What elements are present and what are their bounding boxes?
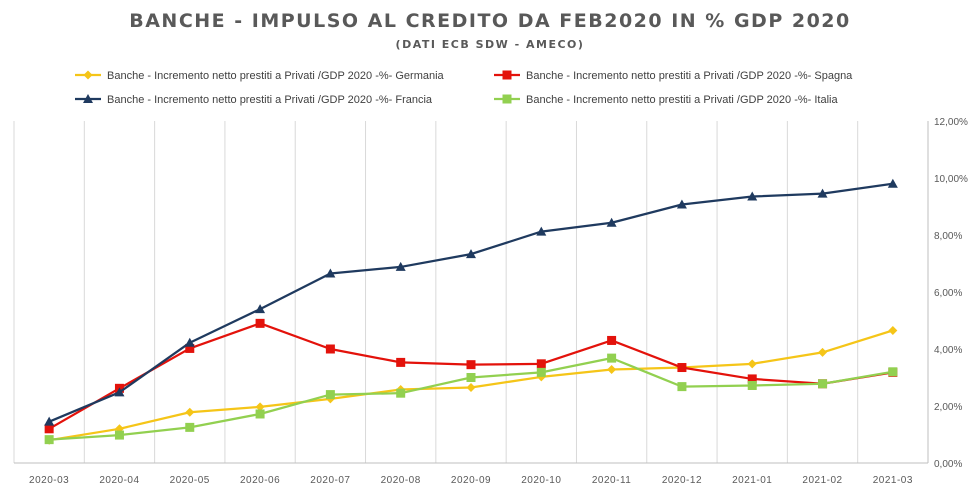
legend-label: Banche - Incremento netto prestiti a Pri… xyxy=(107,70,445,82)
data-point xyxy=(255,409,265,419)
data-point xyxy=(325,390,335,400)
data-point xyxy=(887,178,898,188)
legend-marker xyxy=(83,94,93,103)
data-point xyxy=(676,199,687,209)
data-point xyxy=(817,188,828,198)
data-point xyxy=(607,365,617,375)
y-tick-label: 6,00% xyxy=(934,288,962,299)
y-tick-label: 2,00% xyxy=(934,402,962,413)
series-3 xyxy=(44,353,898,445)
data-point xyxy=(677,363,687,373)
data-point xyxy=(747,359,757,369)
x-tick-label: 2020-10 xyxy=(521,475,561,486)
data-point xyxy=(114,387,125,397)
data-point xyxy=(607,335,617,345)
x-tick-label: 2020-11 xyxy=(592,475,631,486)
data-point xyxy=(396,357,406,367)
data-point xyxy=(395,261,406,271)
legend-marker xyxy=(502,70,512,80)
data-point xyxy=(677,382,687,392)
data-point xyxy=(747,374,757,384)
data-point xyxy=(536,226,547,236)
y-tick-label: 12,00% xyxy=(934,117,968,128)
data-point xyxy=(325,344,335,354)
data-point xyxy=(606,217,617,227)
x-tick-label: 2020-05 xyxy=(170,475,210,486)
legend-item: Banche - Incremento netto prestiti a Pri… xyxy=(494,94,838,106)
series-2 xyxy=(44,178,898,426)
data-point xyxy=(255,304,266,314)
x-tick-label: 2021-03 xyxy=(873,475,913,486)
x-axis-ticks: 2020-03 2020-04 2020-05 2020-06 2020-07 2020-… xyxy=(29,475,913,486)
data-point xyxy=(325,268,336,278)
y-tick-label: 4,00% xyxy=(934,345,962,356)
legend-label: Banche - Incremento netto prestiti a Pri… xyxy=(526,94,838,106)
series-line xyxy=(49,356,894,441)
data-point xyxy=(185,422,195,432)
chart-title: BANCHE - IMPULSO AL CREDITO DA FEB2020 I… xyxy=(129,10,851,32)
data-point xyxy=(747,380,757,390)
axes xyxy=(14,121,929,464)
x-tick-label: 2021-02 xyxy=(802,475,842,486)
data-point xyxy=(466,373,476,382)
data-point xyxy=(466,382,476,392)
data-point xyxy=(396,388,406,398)
data-point xyxy=(185,407,195,417)
data-point xyxy=(44,416,55,426)
x-tick-label: 2020-08 xyxy=(381,475,421,486)
data-point xyxy=(466,249,476,259)
data-point xyxy=(466,360,476,370)
x-tick-label: 2020-06 xyxy=(240,475,280,486)
chart-subtitle: (DATI ECB SDW - AMECO) xyxy=(395,38,585,51)
legend-label: Banche - Incremento netto prestiti a Pri… xyxy=(526,70,853,82)
legend-item: Banche - Incremento netto prestiti a Pri… xyxy=(494,70,853,82)
y-tick-label: 10,00% xyxy=(934,174,968,185)
data-point xyxy=(114,430,124,440)
data-point xyxy=(607,353,617,363)
legend-item: Banche - Incremento netto prestiti a Pri… xyxy=(75,94,433,106)
x-tick-label: 2020-12 xyxy=(662,475,702,486)
data-point xyxy=(888,325,898,335)
y-tick-label: 0,00% xyxy=(934,459,962,470)
x-tick-label: 2020-07 xyxy=(310,475,350,486)
legend-marker xyxy=(83,70,93,80)
data-point xyxy=(185,343,195,353)
x-tick-label: 2020-04 xyxy=(99,475,139,486)
data-point xyxy=(747,191,758,201)
series-group xyxy=(44,178,898,445)
data-point xyxy=(44,435,54,445)
data-point xyxy=(255,402,265,412)
gridlines xyxy=(13,121,929,463)
x-tick-label: 2020-03 xyxy=(29,475,69,486)
x-tick-label: 2020-09 xyxy=(451,475,491,486)
legend-marker xyxy=(502,94,512,104)
legend: Banche - Incremento netto prestiti a Pri… xyxy=(75,70,853,106)
legend-label: Banche - Incremento netto prestiti a Pri… xyxy=(107,94,433,106)
data-point xyxy=(888,367,898,377)
data-point xyxy=(255,318,265,328)
x-tick-label: 2021-01 xyxy=(732,475,772,486)
y-tick-label: 8,00% xyxy=(934,231,962,242)
data-point xyxy=(818,379,828,389)
data-point xyxy=(536,367,546,377)
data-point xyxy=(184,337,195,347)
legend-item: Banche - Incremento netto prestiti a Pri… xyxy=(75,70,445,82)
data-point xyxy=(536,359,546,369)
data-point xyxy=(818,347,828,357)
y-axis-ticks: 0,00% 2,00% 4,00% 6,00% 8,00% 10,00% 12,00% xyxy=(934,117,968,470)
data-point xyxy=(44,424,54,434)
